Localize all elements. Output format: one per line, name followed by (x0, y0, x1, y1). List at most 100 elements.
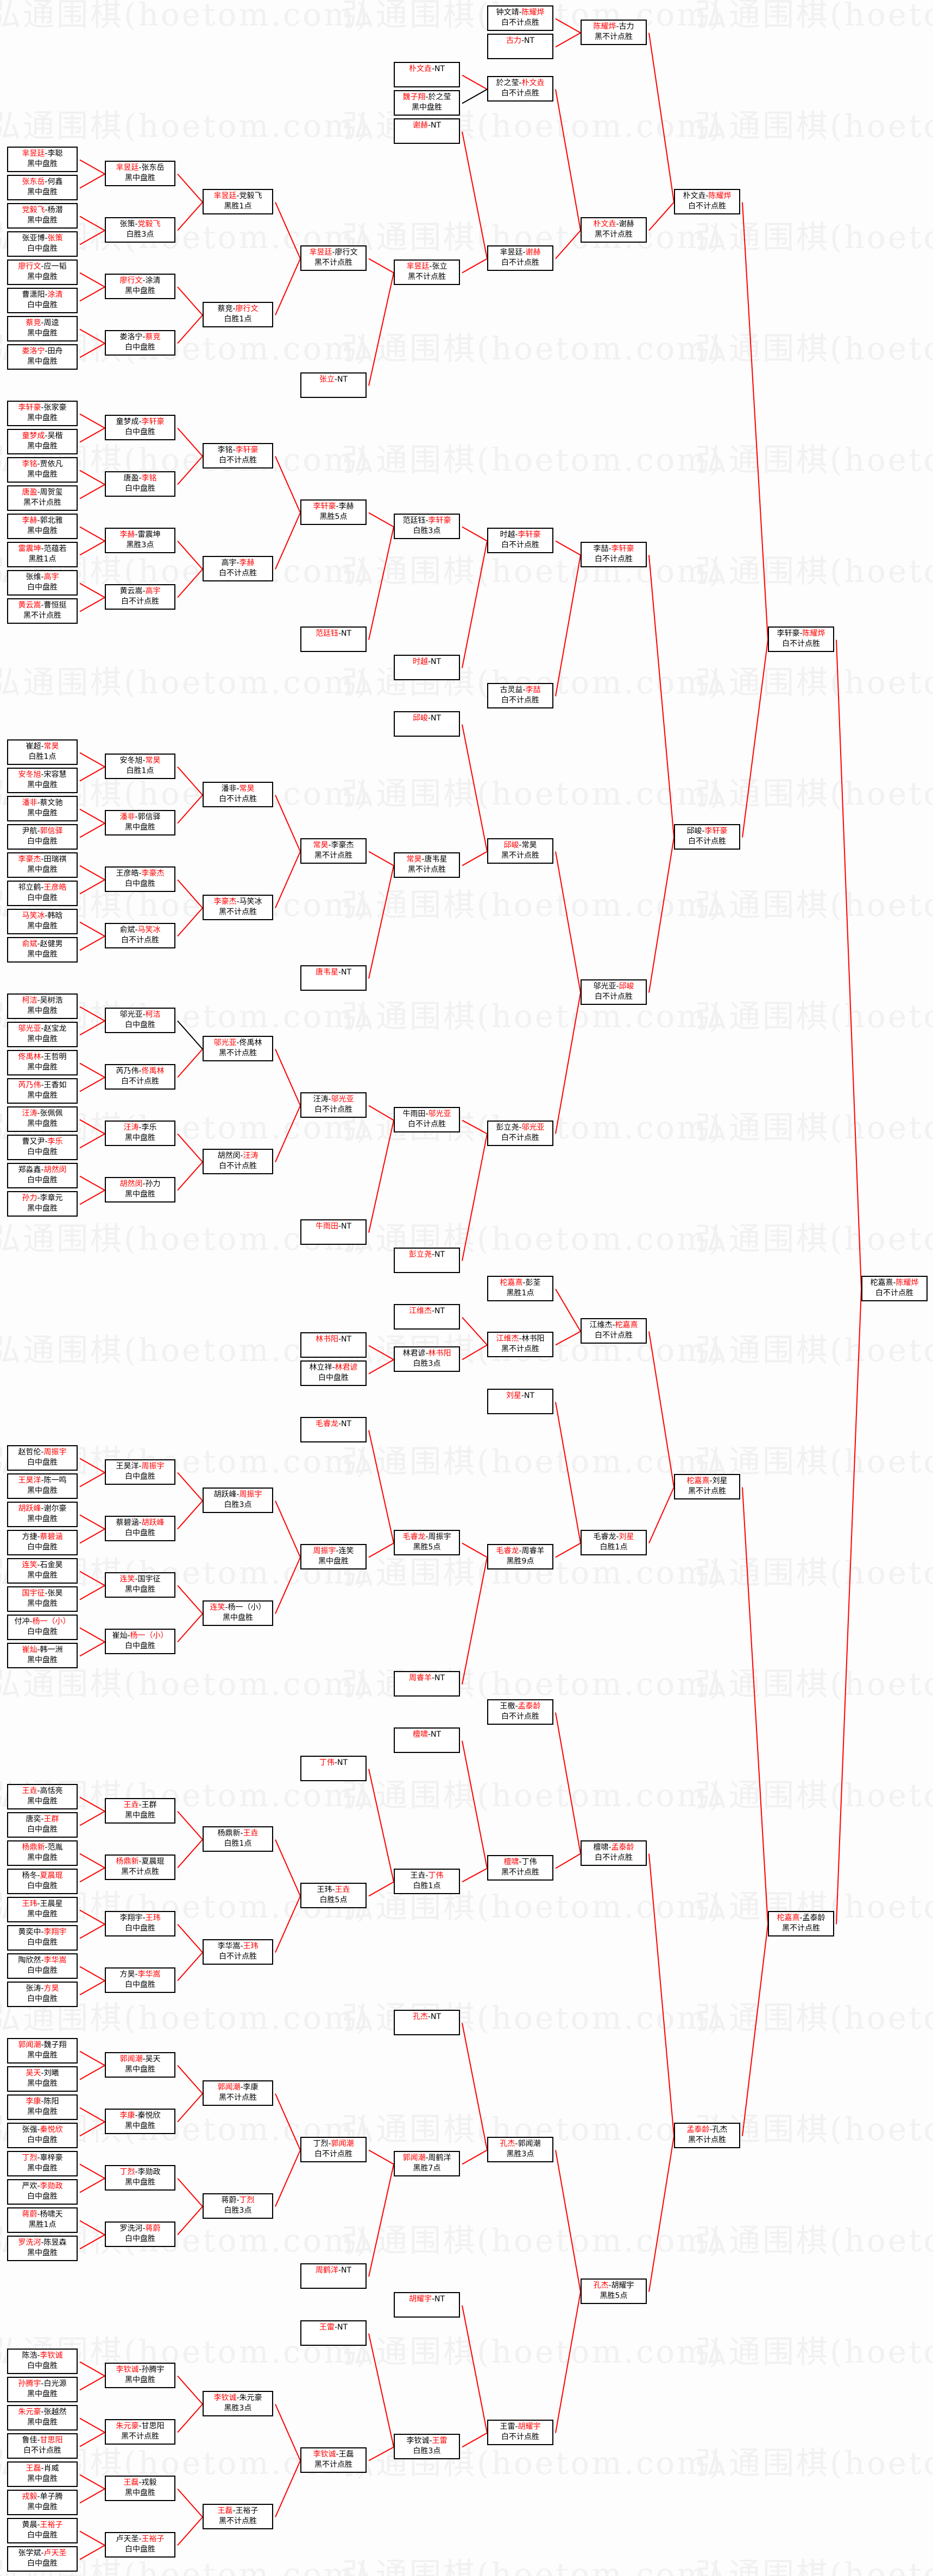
match-result: 黑胜5点 (600, 2292, 628, 2300)
separator: - (427, 1730, 431, 1739)
match-result: 黑中盘胜 (125, 1134, 155, 1142)
bracket-link (275, 512, 301, 569)
match-box: 连笑-石金昊 黑中盘胜 (7, 1558, 78, 1584)
match-result: 白中盘胜 (125, 343, 155, 352)
bracket-link (177, 907, 203, 937)
bracket-link (555, 1542, 581, 1558)
match-box: 郭闻潮-魏子翔 黑中盘胜 (7, 2038, 78, 2064)
black-player: 童梦成 (116, 417, 139, 426)
black-player: 芈昱廷 (213, 192, 237, 200)
separator: - (240, 1829, 243, 1838)
match-box: 邱峻-李轩豪 白不计点胜 (674, 824, 740, 850)
white-player: 李轩豪 (518, 530, 541, 539)
bracket-link (177, 1048, 203, 1078)
white-player: 贾依凡 (40, 460, 63, 469)
match-players: 钟文靖-陈耀烨 (488, 8, 552, 18)
black-player: 彭立尧 (408, 1250, 432, 1259)
black-player: 孙力 (22, 1194, 37, 1202)
match-players: 范廷钰-NT (301, 629, 365, 639)
white-player: 郭闻潮 (331, 2140, 354, 2148)
match-box: 方昊-李华嵩 白中盘胜 (105, 1967, 175, 1993)
match-result: 黑不计点胜 (219, 908, 257, 916)
white-player: 吴楷 (47, 432, 63, 440)
separator: - (236, 1039, 239, 1047)
white-player: 古力 (619, 22, 634, 31)
white-player: 何鑫 (47, 178, 63, 186)
match-players: 江维杰-NT (395, 1306, 459, 1317)
black-player: 李康 (119, 2111, 135, 2120)
match-box: 党毅飞-杨潜 黑中盘胜 (7, 203, 78, 229)
match-result: 白不计点胜 (595, 992, 633, 1001)
bracket-link (177, 2375, 203, 2405)
black-player: 王彦皓 (116, 869, 139, 878)
bracket-link (79, 1853, 105, 1869)
match-box: 芈昱廷-张立 黑不计点胜 (394, 260, 460, 285)
match-players: 李钦诚-王磊 (301, 2450, 365, 2460)
black-player: 付冲 (14, 1617, 30, 1626)
match-players: 连笑-国宇征 (106, 1574, 174, 1585)
match-box: 陈浩-李钦诚 白中盘胜 (7, 2349, 78, 2374)
match-box: 娄洛宁-蔡竞 白中盘胜 (105, 330, 175, 356)
bracket-link (462, 724, 488, 852)
white-player: 孙力 (145, 1180, 161, 1188)
match-players: 唐盈-李铭 (106, 473, 174, 484)
match-result: 黑中盘胜 (27, 273, 58, 281)
separator: - (240, 2083, 243, 2092)
white-player: 王裕子 (40, 2521, 63, 2529)
black-player: 柁嘉熹 (777, 1914, 800, 1922)
separator: - (37, 827, 40, 836)
bracket-link (742, 640, 768, 838)
match-players: 曹潇阳-涂清 (8, 290, 77, 300)
black-player: 刘星 (506, 1391, 521, 1400)
white-player: 方昊 (43, 1984, 59, 1993)
match-box: 王玮-王晨星 黑中盘胜 (7, 1897, 78, 1922)
match-result: 黑不计点胜 (782, 1924, 820, 1933)
match-players: 罗洗河-陈昱森 (8, 2238, 77, 2248)
match-players: 潘非-郭信驿 (106, 812, 174, 822)
separator: - (338, 1335, 342, 1344)
match-box: 江维杰-林书阳 黑不计点胜 (487, 1332, 553, 1357)
match-box: 吴天-刘曦 黑中盘胜 (7, 2066, 78, 2092)
match-result: 白不计点胜 (501, 1134, 539, 1142)
match-box: 唐盈-周贺玺 黑不计点胜 (7, 485, 78, 511)
bracket-link (275, 1896, 301, 1953)
match-box: 陈耀烨-古力 黑不计点胜 (581, 20, 647, 45)
white-player: 涂清 (47, 290, 63, 299)
bracket-link (555, 1712, 581, 1854)
bracket-link (79, 484, 105, 499)
match-box: 蔡碧涵-胡跃峰 白中盘胜 (105, 1516, 175, 1541)
bye-label: NT (431, 714, 442, 723)
bracket-link (79, 540, 105, 556)
match-box: 李轩豪-陈耀烨 白不计点胜 (768, 626, 834, 652)
match-result: 白中盘胜 (27, 2531, 58, 2540)
match-result: 黑中盘胜 (27, 2079, 58, 2088)
match-result: 白中盘胜 (125, 1924, 155, 1933)
match-players: 党毅飞-杨潜 (8, 205, 77, 216)
match-box: 檀啸-丁伟 黑不计点胜 (487, 1855, 553, 1881)
separator: - (236, 1490, 239, 1499)
match-result: 白中盘胜 (318, 1374, 349, 1382)
bracket-link (79, 822, 105, 838)
match-result: 白中盘胜 (125, 484, 155, 493)
bracket-link (462, 2149, 488, 2165)
separator: - (41, 545, 44, 553)
match-result: 白中盘胜 (27, 1458, 58, 1467)
separator: - (519, 1547, 522, 1555)
black-player: 王垚 (410, 1871, 426, 1880)
match-result: 黑中盘胜 (125, 2122, 155, 2130)
match-players: 尹航-郭信驿 (8, 826, 77, 837)
bracket-link (648, 2136, 674, 2292)
match-box: 张学斌-卢天圣 白中盘胜 (7, 2546, 78, 2572)
bracket-link (79, 865, 105, 881)
bracket-link (275, 1839, 301, 1896)
separator: - (41, 2069, 44, 2078)
match-result: 白不计点胜 (121, 597, 159, 606)
black-player: 邱峻 (412, 714, 428, 723)
match-box: 李赫-雷震坤 黑胜3点 (105, 528, 175, 553)
match-result: 黑中盘胜 (27, 1035, 58, 1043)
match-box: 王磊-肖威 黑中盘胜 (7, 2461, 78, 2487)
match-result: 白不计点胜 (501, 696, 539, 705)
separator: - (515, 530, 518, 539)
separator: - (421, 855, 425, 864)
bracket-link (79, 752, 105, 768)
